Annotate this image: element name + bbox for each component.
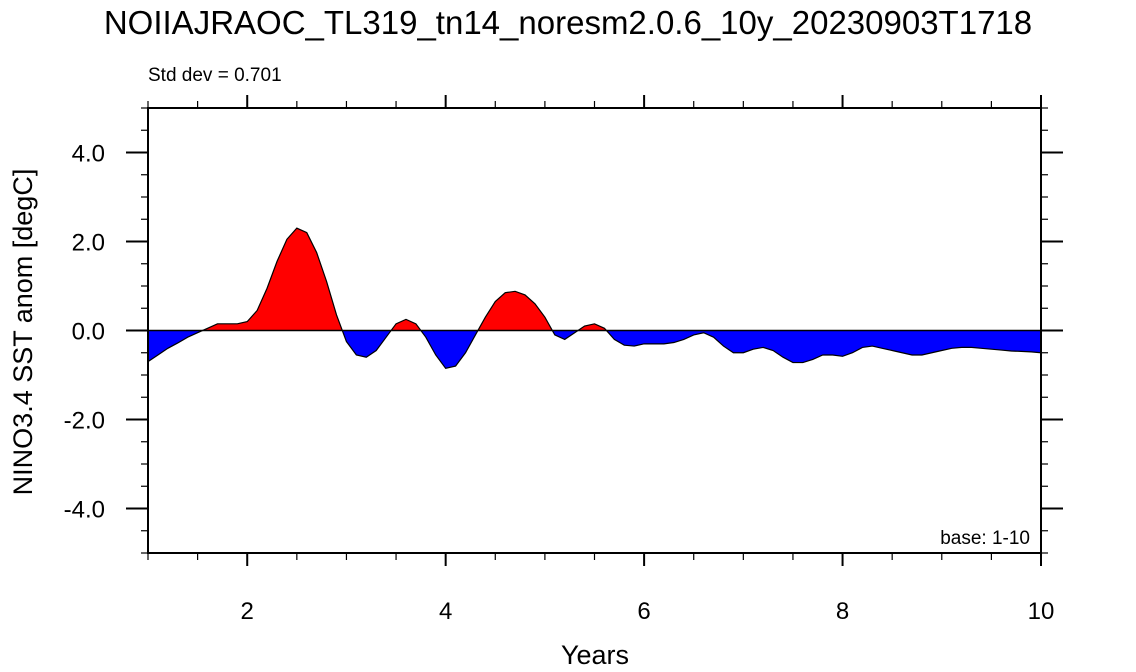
tick-labels: 2 4 6 8 10 -4.0 -2.0 0.0 2.0 4.0 bbox=[64, 141, 1055, 626]
axis-ticks bbox=[126, 95, 1063, 566]
x-tick-label: 6 bbox=[637, 598, 650, 625]
positive-anomaly-area bbox=[202, 228, 343, 331]
x-tick-label: 10 bbox=[1028, 598, 1055, 625]
y-tick-label: 2.0 bbox=[72, 230, 105, 257]
chart-title: NOIIAJRAOC_TL319_tn14_noresm2.0.6_10y_20… bbox=[104, 4, 1032, 41]
x-tick-label: 4 bbox=[439, 598, 452, 625]
negative-anomaly-area bbox=[552, 330, 578, 340]
negative-anomaly-area bbox=[606, 330, 1041, 363]
x-axis-label: Years bbox=[561, 640, 629, 670]
positive-anomaly-area bbox=[577, 323, 607, 331]
std-dev-annotation: Std dev = 0.701 bbox=[148, 65, 282, 86]
y-tick-label: -2.0 bbox=[64, 408, 105, 435]
y-tick-label: -4.0 bbox=[64, 497, 105, 524]
y-tick-label: 0.0 bbox=[72, 319, 105, 346]
negative-anomaly-area bbox=[148, 330, 203, 362]
base-annotation: base: 1-10 bbox=[940, 528, 1030, 549]
positive-anomaly-area bbox=[391, 319, 421, 331]
negative-anomaly-area bbox=[342, 330, 392, 358]
x-tick-label: 8 bbox=[836, 598, 849, 625]
anomaly-curve bbox=[147, 227, 1042, 369]
negative-anomaly-area bbox=[420, 330, 478, 369]
y-tick-label: 4.0 bbox=[72, 141, 105, 168]
x-tick-label: 2 bbox=[241, 598, 254, 625]
y-axis-label: NINO3.4 SST anom [degC] bbox=[8, 169, 38, 496]
